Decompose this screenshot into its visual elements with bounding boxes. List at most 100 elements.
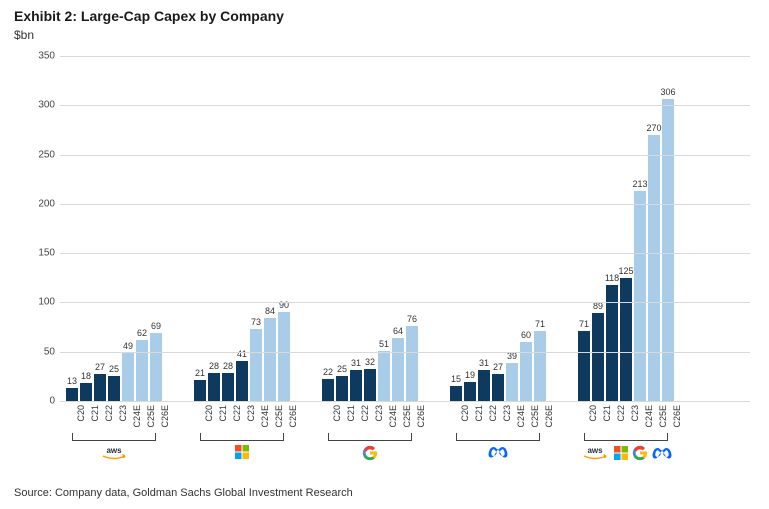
x-tick-label: C22 xyxy=(104,405,114,422)
x-tick-label: C20 xyxy=(588,405,598,422)
group-bracket xyxy=(200,433,284,441)
bar-value-label: 27 xyxy=(95,362,105,372)
bar xyxy=(450,386,462,401)
bar xyxy=(322,379,334,401)
x-tick-label: C20 xyxy=(204,405,214,422)
bar-value-label: 125 xyxy=(618,266,633,276)
gridline xyxy=(60,204,750,205)
bar-value-label: 270 xyxy=(646,123,661,133)
microsoft-icon xyxy=(235,445,249,459)
y-tick-label: 150 xyxy=(38,248,55,259)
group-logo-total: aws xyxy=(578,445,674,461)
bar xyxy=(592,313,604,401)
bar-value-label: 13 xyxy=(67,376,77,386)
bar-value-label: 21 xyxy=(195,368,205,378)
x-tick-label: C21 xyxy=(474,405,484,422)
x-tick-label: C22 xyxy=(616,405,626,422)
google-icon xyxy=(362,445,378,461)
x-tick-label: C23 xyxy=(246,405,256,422)
group-logo-msft xyxy=(194,445,290,459)
bar-value-label: 28 xyxy=(209,361,219,371)
bar-value-label: 31 xyxy=(479,358,489,368)
google-icon xyxy=(632,445,648,461)
gridline xyxy=(60,155,750,156)
bar xyxy=(364,369,376,401)
x-tick-label: C20 xyxy=(460,405,470,422)
aws-icon: aws xyxy=(99,445,129,461)
x-tick-label: C25E xyxy=(530,405,540,428)
bar xyxy=(236,361,248,401)
bar xyxy=(194,380,206,401)
bar xyxy=(94,374,106,401)
x-tick-label: C22 xyxy=(488,405,498,422)
bar xyxy=(478,370,490,401)
bars-layer: 1318272549626921282841738490222531325164… xyxy=(60,56,750,401)
source-text: Source: Company data, Goldman Sachs Glob… xyxy=(14,487,353,499)
bar xyxy=(108,376,120,401)
bar-value-label: 41 xyxy=(237,349,247,359)
bar-value-label: 19 xyxy=(465,370,475,380)
bar xyxy=(648,135,660,401)
bar xyxy=(506,363,518,401)
bar xyxy=(150,333,162,401)
bar-value-label: 118 xyxy=(605,273,619,283)
bar-value-label: 62 xyxy=(137,328,147,338)
bar-value-label: 31 xyxy=(351,358,361,368)
y-tick-label: 0 xyxy=(49,396,55,407)
bar-value-label: 84 xyxy=(265,306,275,316)
bar xyxy=(122,353,134,401)
group-bracket xyxy=(456,433,540,441)
bar-value-label: 32 xyxy=(365,357,375,367)
x-tick-label: C23 xyxy=(630,405,640,422)
bar xyxy=(406,326,418,401)
x-tick-label: C26E xyxy=(672,405,682,428)
bar xyxy=(336,376,348,401)
bar xyxy=(492,374,504,401)
bar xyxy=(80,383,92,401)
gridline xyxy=(60,302,750,303)
gridline xyxy=(60,253,750,254)
x-tick-label: C24E xyxy=(644,405,654,428)
bar xyxy=(634,191,646,401)
bar xyxy=(620,278,632,401)
x-tick-label: C26E xyxy=(288,405,298,428)
group-logo-goog xyxy=(322,445,418,461)
bar-value-label: 15 xyxy=(451,374,461,384)
bar-value-label: 18 xyxy=(81,371,91,381)
group-logo-meta xyxy=(450,445,546,459)
chart-title: Exhibit 2: Large-Cap Capex by Company xyxy=(14,8,284,24)
bar-value-label: 60 xyxy=(521,330,531,340)
bar-value-label: 213 xyxy=(632,179,647,189)
x-tick-label: C25E xyxy=(146,405,156,428)
group-bracket xyxy=(584,433,668,441)
x-tick-label: C24E xyxy=(388,405,398,428)
bar xyxy=(350,370,362,401)
bar-value-label: 73 xyxy=(251,317,261,327)
bar-value-label: 25 xyxy=(337,364,347,374)
bar xyxy=(662,99,674,401)
bar-value-label: 71 xyxy=(579,319,589,329)
bar-value-label: 25 xyxy=(109,364,119,374)
bar-value-label: 49 xyxy=(123,341,133,351)
microsoft-icon xyxy=(614,446,628,460)
chart-plot-area: 1318272549626921282841738490222531325164… xyxy=(60,56,750,401)
bar-value-label: 22 xyxy=(323,367,333,377)
y-tick-label: 200 xyxy=(38,198,55,209)
gridline xyxy=(60,105,750,106)
x-tick-label: C26E xyxy=(544,405,554,428)
x-tick-label: C24E xyxy=(260,405,270,428)
x-tick-label: C23 xyxy=(118,405,128,422)
svg-text:aws: aws xyxy=(587,446,603,455)
x-tick-label: C24E xyxy=(132,405,142,428)
bar xyxy=(250,329,262,401)
group-logo-aws: aws xyxy=(66,445,162,461)
gridline xyxy=(60,56,750,57)
bar-value-label: 76 xyxy=(407,314,417,324)
x-tick-label: C22 xyxy=(360,405,370,422)
y-tick-label: 50 xyxy=(44,346,55,357)
x-tick-label: C25E xyxy=(274,405,284,428)
bar xyxy=(264,318,276,401)
meta-icon xyxy=(652,446,672,460)
x-tick-label: C20 xyxy=(332,405,342,422)
bar xyxy=(222,373,234,401)
